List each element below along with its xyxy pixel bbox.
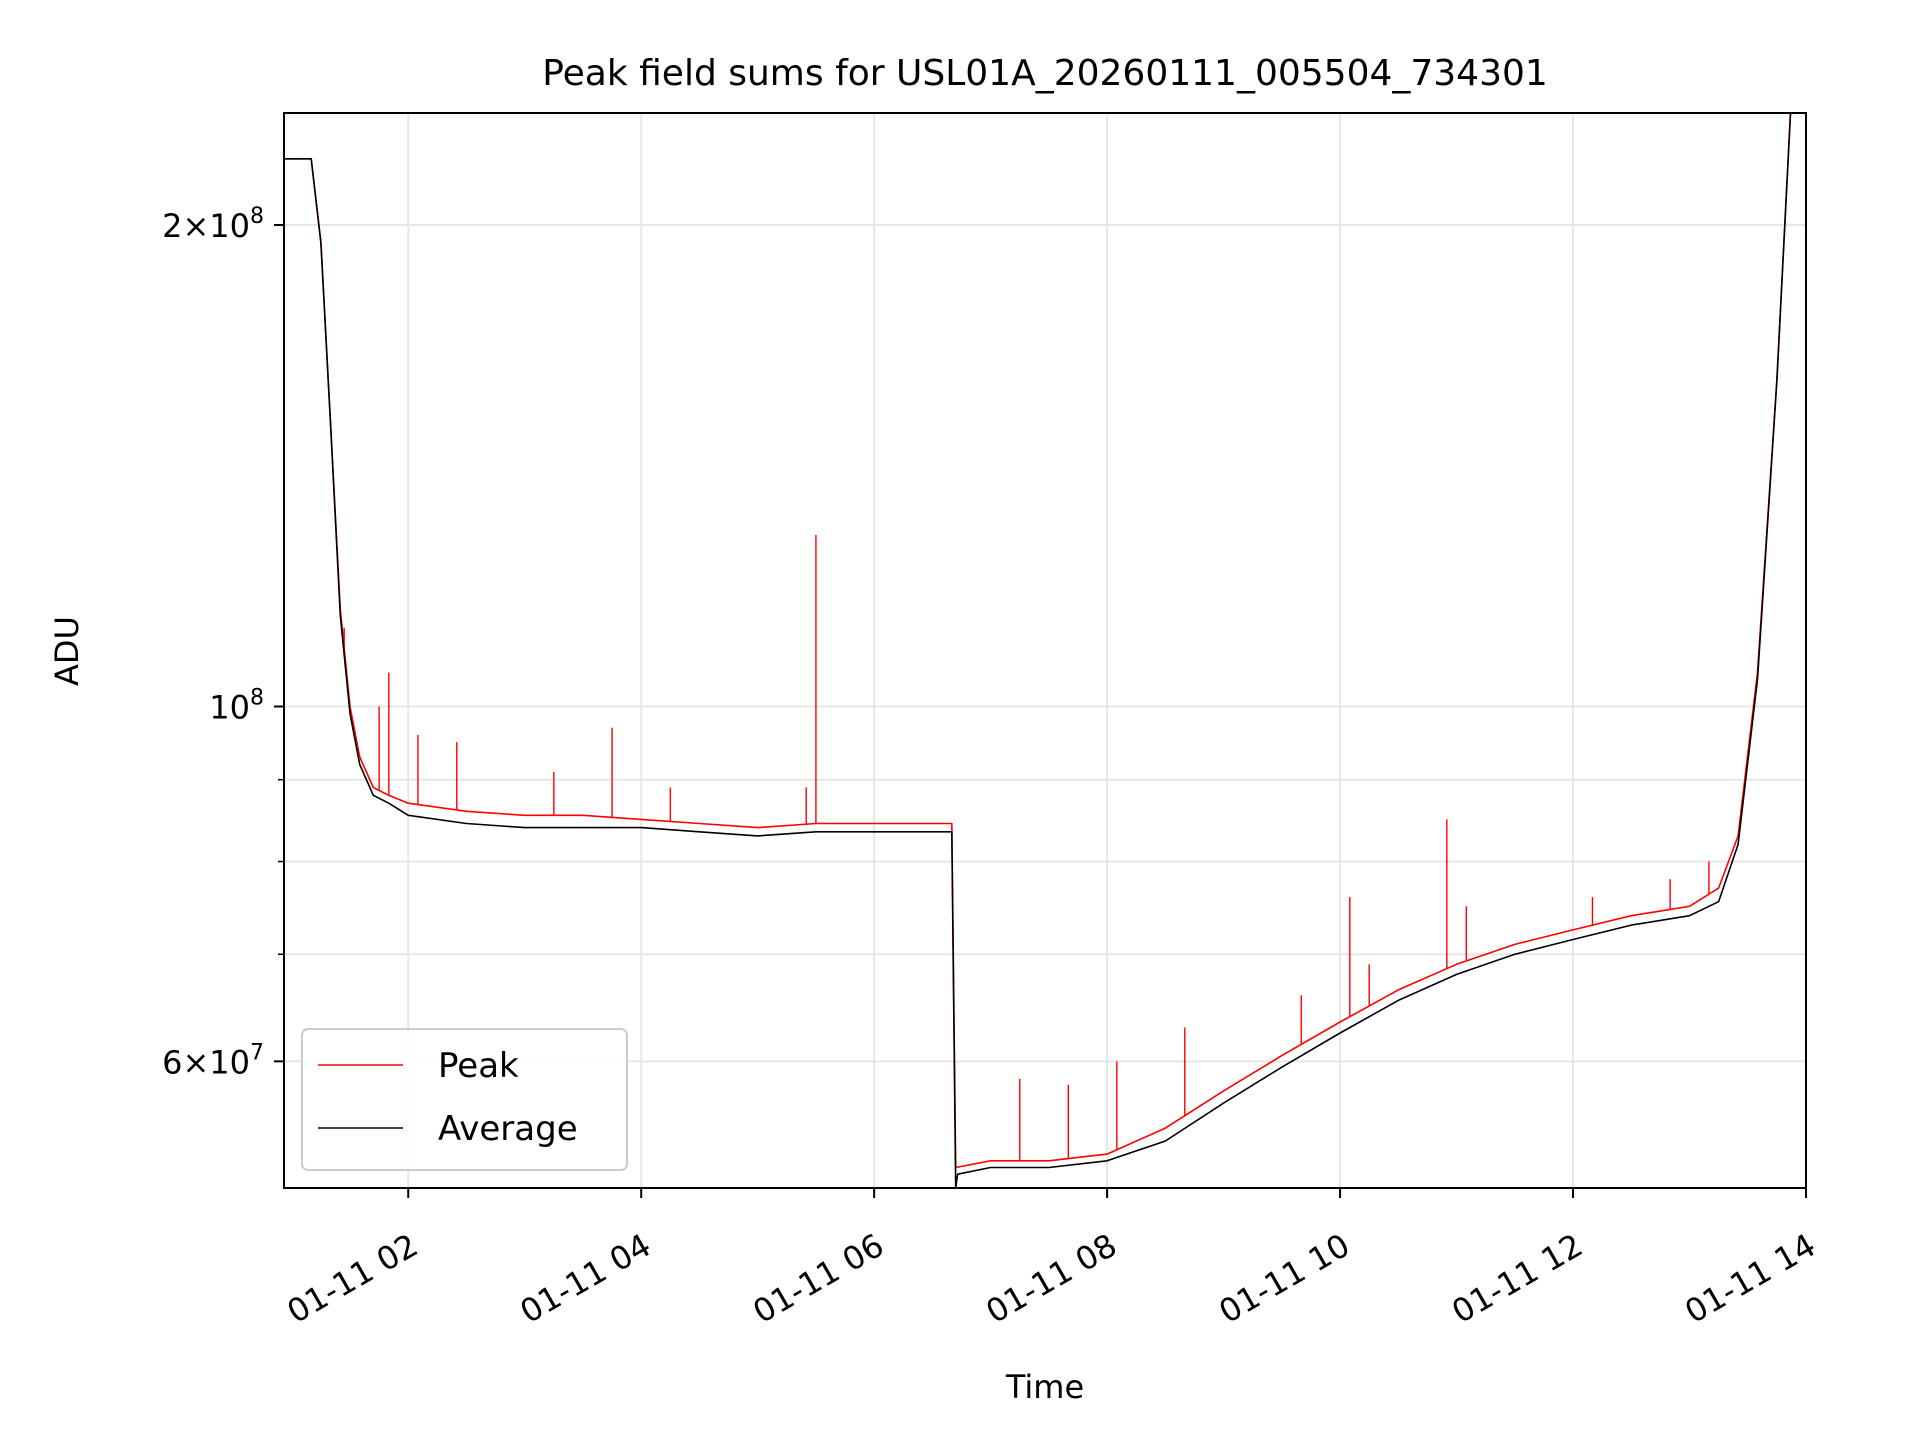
y-tick-label: 6×107: [162, 1040, 264, 1081]
legend-label-average: Average: [438, 1109, 578, 1149]
legend-label-peak: Peak: [438, 1046, 519, 1086]
plot-frame: [283, 112, 1807, 1189]
y-tick-label: 108: [209, 686, 264, 727]
y-axis: 6×107 108 2×108: [162, 204, 284, 1081]
chart-title: Peak field sums for USL01A_20260111_0055…: [542, 53, 1548, 94]
y-axis-label: ADU: [48, 616, 86, 686]
series-average-line: [284, 113, 1792, 1188]
x-axis-label: Time: [1005, 1368, 1084, 1406]
series-layer: [284, 113, 1792, 1188]
y-tick-label: 2×108: [162, 204, 264, 245]
legend: Peak Average: [301, 1028, 628, 1171]
